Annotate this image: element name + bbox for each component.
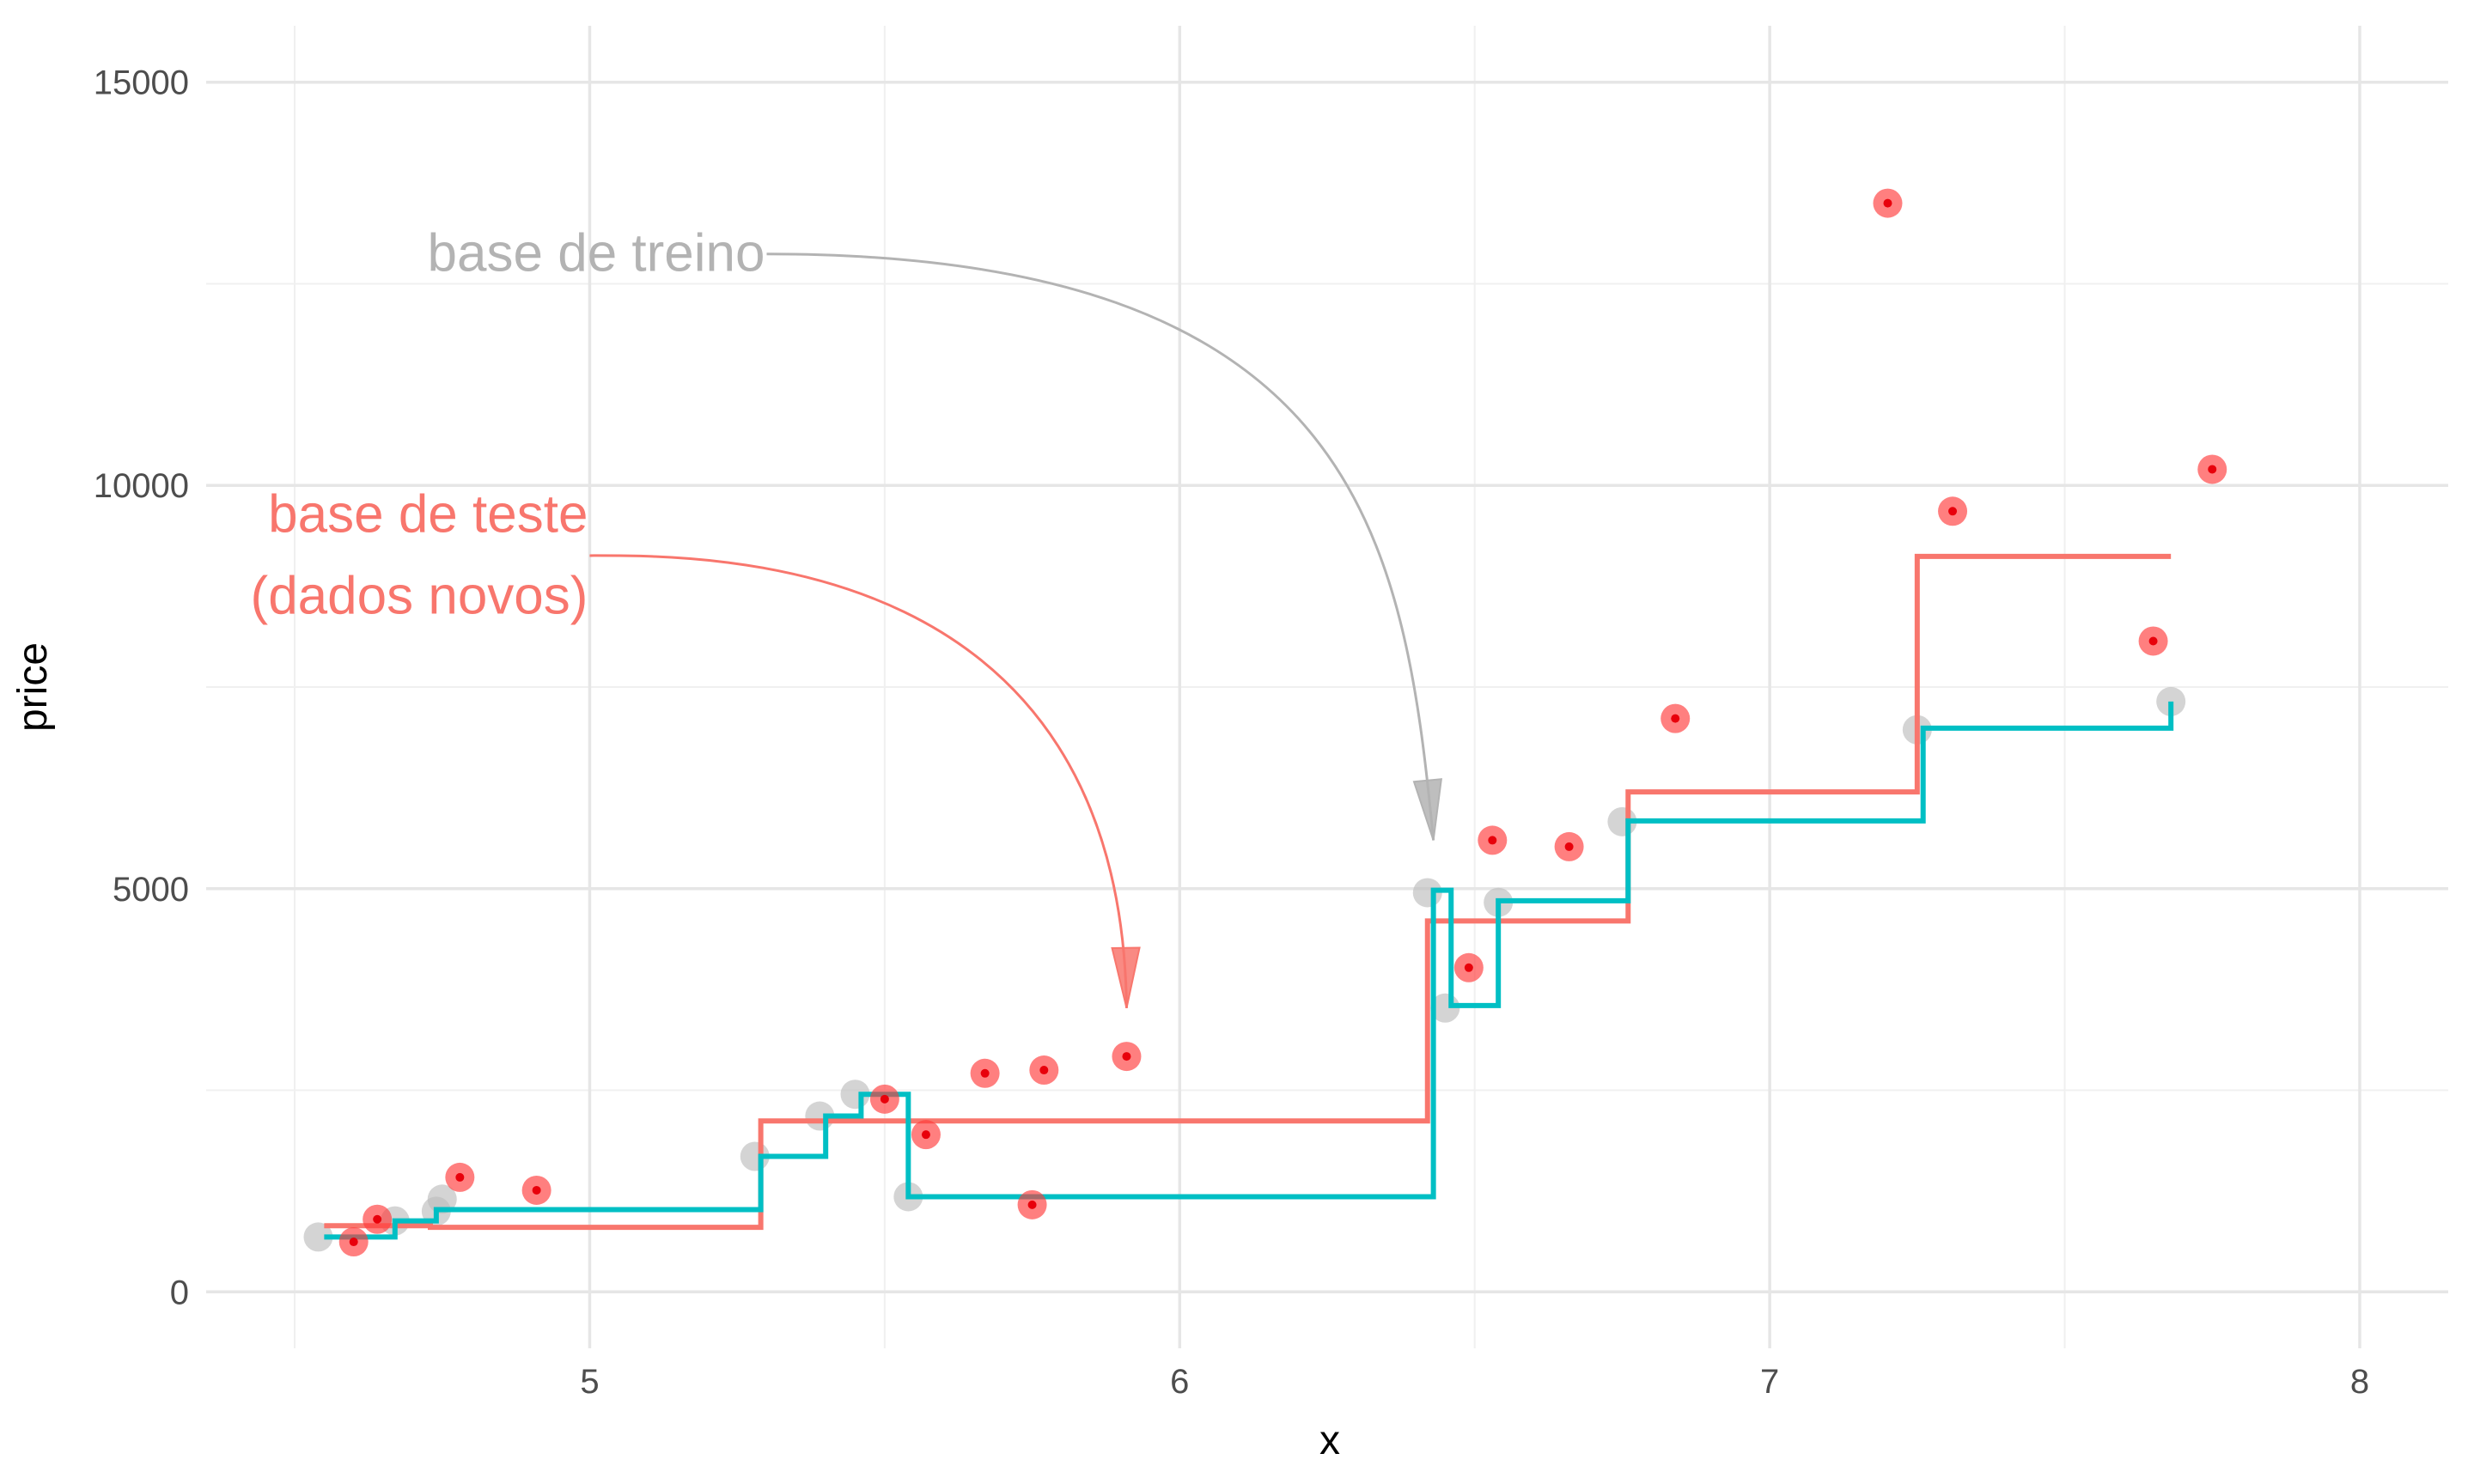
test-point-center: [1671, 714, 1680, 723]
test-point-center: [1122, 1052, 1131, 1061]
test-point-center: [1948, 507, 1958, 516]
major-gridlines: [206, 26, 2448, 1348]
test-point-center: [880, 1094, 889, 1104]
annotation-label: base de teste: [268, 484, 588, 544]
y-tick-label: 0: [170, 1274, 189, 1311]
step-line-teal: [324, 701, 2174, 1240]
x-tick-label: 6: [1170, 1363, 1189, 1401]
test-point-center: [980, 1068, 990, 1078]
x-tick-label: 7: [1760, 1363, 1779, 1401]
minor-gridlines: [206, 26, 2448, 1348]
annotation-labels: base de treino base de teste (dados novos): [251, 224, 765, 626]
x-axis-title: x: [1319, 1418, 1340, 1463]
test-point-center: [532, 1185, 541, 1195]
y-axis-title: price: [10, 642, 56, 732]
test-point-center: [373, 1214, 382, 1224]
y-tick-label: 15000: [94, 64, 189, 102]
test-point-center: [921, 1130, 930, 1140]
test-point-center: [1564, 842, 1574, 851]
test-point-center: [1039, 1066, 1049, 1075]
x-tick-label: 5: [580, 1363, 599, 1401]
chart-series: [303, 188, 2227, 1257]
train-point: [303, 1222, 333, 1252]
test-point-center: [2208, 465, 2217, 474]
x-tick-label: 8: [2350, 1363, 2369, 1401]
y-tick-label: 5000: [113, 871, 189, 909]
step-line-red: [324, 553, 2172, 1231]
annotation-arrow-curve: [589, 554, 1128, 1008]
test-point-center: [1464, 963, 1473, 972]
test-point-center: [1883, 198, 1892, 208]
y-axis-tick-labels: 0 5000 10000 15000: [94, 64, 189, 1312]
annotation-label: base de treino: [428, 224, 765, 283]
annotation-arrow-curve: [766, 252, 1435, 841]
train-point: [427, 1184, 457, 1214]
test-point-center: [349, 1238, 358, 1247]
annotation-arrowhead: [1412, 778, 1443, 841]
test-point-center: [2148, 636, 2158, 646]
test-point-center: [1488, 836, 1497, 845]
x-axis-tick-labels: 5 6 7 8: [580, 1363, 2369, 1401]
test-point-center: [455, 1172, 465, 1182]
test-point-center: [1027, 1200, 1037, 1209]
annotation-arrows: [589, 252, 1443, 1008]
annotation-arrowhead: [1111, 946, 1141, 1008]
y-tick-label: 10000: [94, 467, 189, 505]
annotation-label: (dados novos): [251, 566, 588, 625]
